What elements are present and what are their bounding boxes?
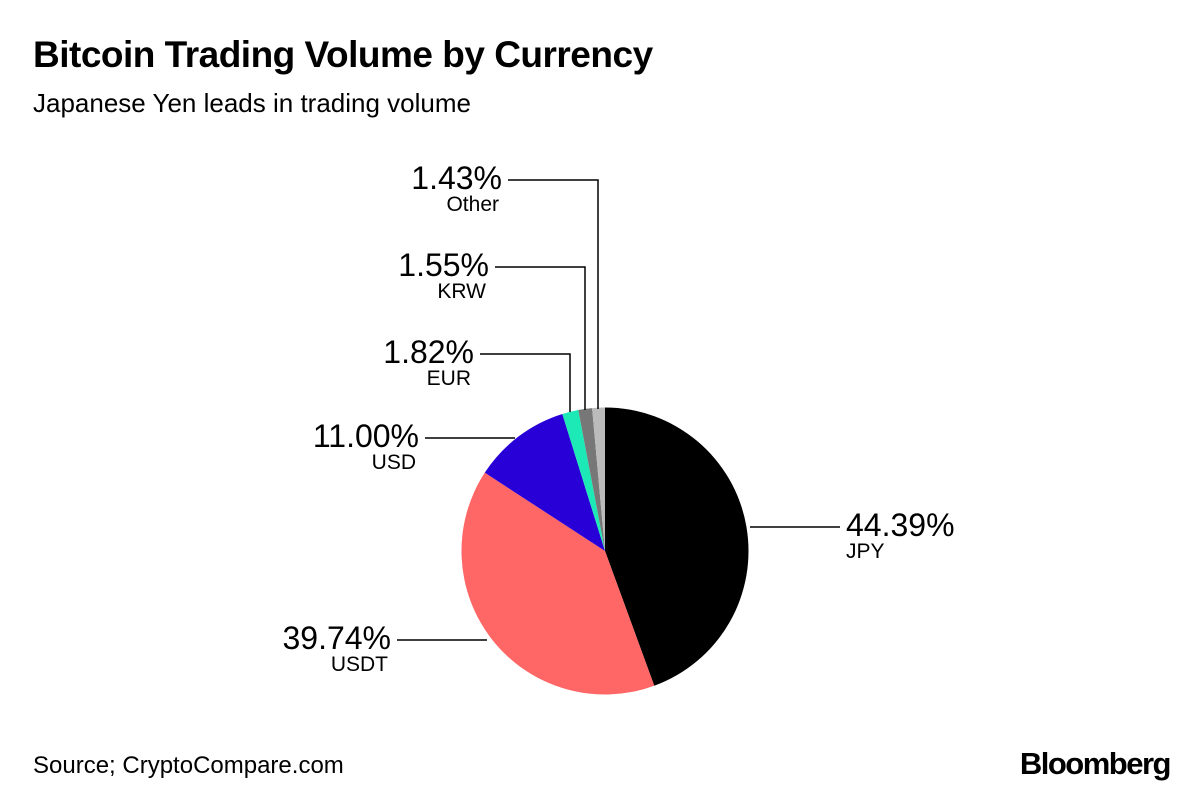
category-label-krw: KRW [437,280,486,303]
pie-slice-jpy [605,407,749,686]
pie-slice-eur [562,410,605,551]
data-label-usdt: 39.74% [282,620,391,656]
category-label-usd: USD [372,451,416,474]
category-label-jpy: JPY [846,540,885,563]
leader-line-krw [495,266,586,410]
data-label-krw: 1.55% [398,247,489,283]
leader-line-eur [480,353,571,412]
category-label-eur: EUR [427,367,471,390]
data-label-usd: 11.00% [313,418,419,454]
data-label-eur: 1.82% [383,334,474,370]
leader-line-other [508,179,599,409]
category-label-other: Other [446,193,499,216]
chart-subtitle: Japanese Yen leads in trading volume [33,88,471,118]
data-label-other: 1.43% [411,160,502,196]
category-label-usdt: USDT [331,653,388,676]
pie-slice-other [592,407,605,551]
data-label-jpy: 44.39% [846,507,955,543]
pie-slice-krw [578,408,605,551]
bloomberg-logo: Bloomberg [1019,746,1172,781]
pie-slice-usdt [461,472,655,695]
chart-title: Bitcoin Trading Volume by Currency [33,34,653,75]
pie-slice-usd [484,413,605,551]
source-note: Source; CryptoCompare.com [33,752,344,779]
